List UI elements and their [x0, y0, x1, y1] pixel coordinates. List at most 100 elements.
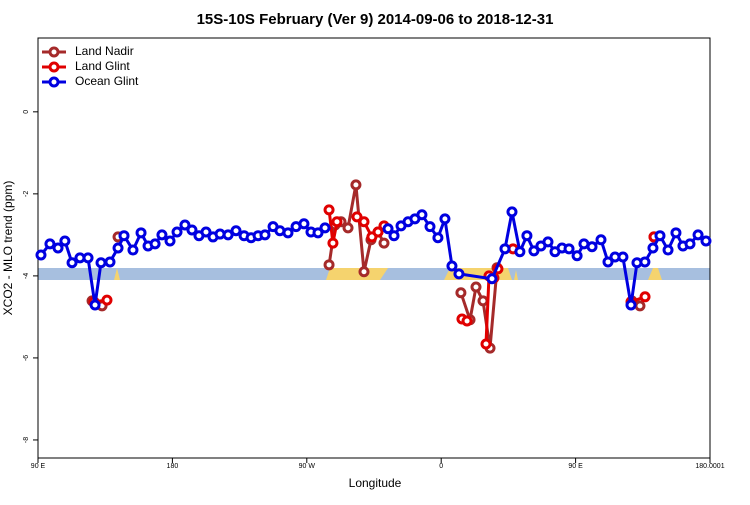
data-point [684, 238, 696, 250]
data-point [259, 229, 271, 241]
data-point [461, 315, 473, 327]
data-point [670, 227, 682, 239]
data-point [156, 229, 168, 241]
data-point [104, 256, 116, 268]
y-tick-label: -8 [23, 437, 30, 443]
data-point [480, 338, 492, 350]
data-point [542, 236, 554, 248]
legend-marker [48, 46, 60, 58]
x-tick-label: 0 [439, 463, 443, 470]
data-point [647, 242, 659, 254]
y-tick-label: -4 [23, 273, 30, 279]
land [648, 268, 662, 280]
y-axis-label: XCO2 - MLO trend (ppm) [1, 181, 15, 316]
data-point [312, 227, 324, 239]
data-point [171, 226, 183, 238]
data-point [514, 246, 526, 258]
plot-frame [37, 37, 711, 459]
data-point [298, 218, 310, 230]
data-point [186, 224, 198, 236]
data-point [35, 249, 47, 261]
data-point [200, 226, 212, 238]
x-axis-label: Longitude [349, 476, 402, 490]
data-point [222, 229, 234, 241]
data-point [563, 243, 575, 255]
y-tick-label: -2 [23, 191, 30, 197]
data-point [149, 238, 161, 250]
data-point [388, 230, 400, 242]
data-point [571, 250, 583, 262]
data-point [416, 209, 428, 221]
data-point [528, 245, 540, 257]
data-point [179, 219, 191, 231]
data-point [382, 223, 394, 235]
data-point [59, 235, 71, 247]
data-point [89, 299, 101, 311]
data-point [112, 242, 124, 254]
x-tick-label: 180 [167, 463, 179, 470]
y-tick-label: 0 [23, 110, 30, 114]
data-point [595, 234, 607, 246]
data-point [477, 295, 489, 307]
data-point [127, 244, 139, 256]
data-point [453, 268, 465, 280]
data-point [639, 256, 651, 268]
data-point [625, 299, 637, 311]
data-point [358, 216, 370, 228]
data-point [319, 222, 331, 234]
x-tick-label: 90 E [31, 463, 46, 470]
data-point [44, 238, 56, 250]
data-point [378, 237, 390, 249]
legend-marker [48, 76, 60, 88]
data-point [470, 281, 482, 293]
data-point [66, 257, 78, 269]
data-point [521, 230, 533, 242]
data-point [164, 235, 176, 247]
data-point [351, 211, 363, 223]
data-point [82, 252, 94, 264]
data-point [446, 260, 458, 272]
data-point [617, 251, 629, 263]
data-point [639, 291, 651, 303]
data-point [486, 273, 498, 285]
data-point [439, 213, 451, 225]
data-point [118, 230, 130, 242]
data-point [586, 241, 598, 253]
data-point [358, 266, 370, 278]
data-point [372, 226, 384, 238]
x-tick-label: 90 W [299, 463, 316, 470]
data-point [135, 227, 147, 239]
data-point [700, 235, 712, 247]
data-point [432, 232, 444, 244]
data-point [323, 259, 335, 271]
data-point [331, 216, 343, 228]
data-point [634, 300, 646, 312]
land [514, 270, 518, 280]
y-tick-label: -6 [23, 355, 30, 361]
data-point [499, 243, 511, 255]
data-point [455, 287, 467, 299]
data-point [230, 225, 242, 237]
data-point [327, 237, 339, 249]
legend-label: Land Glint [75, 59, 130, 73]
chart-title: 15S-10S February (Ver 9) 2014-09-06 to 2… [197, 11, 554, 28]
data-point [52, 242, 64, 254]
data-point [506, 206, 518, 218]
data-point [323, 204, 335, 216]
legend-label: Land Nadir [75, 44, 134, 58]
data-point [101, 294, 113, 306]
land [326, 268, 388, 280]
legend-label: Ocean Glint [75, 74, 139, 88]
land [114, 268, 120, 280]
data-point [350, 179, 362, 191]
data-point [692, 229, 704, 241]
data-point [282, 227, 294, 239]
legend-marker [48, 61, 60, 73]
data-point [342, 222, 354, 234]
data-point [95, 257, 107, 269]
x-tick-label: 90 E [568, 463, 583, 470]
data-point [424, 221, 436, 233]
